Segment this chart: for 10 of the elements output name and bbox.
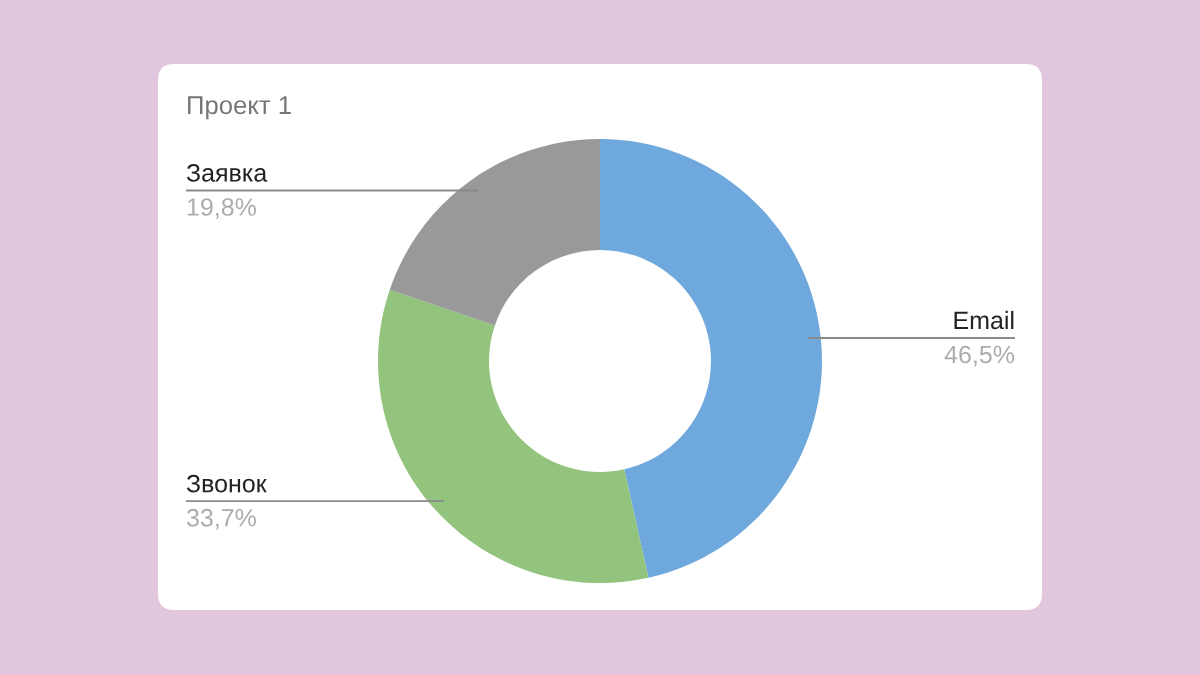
donut-slice (389, 139, 600, 326)
donut-slice (600, 139, 822, 578)
slice-label: Звонок (186, 474, 267, 493)
data-label: 19,8% (187, 198, 256, 219)
chart-title: Проект 1 (188, 96, 291, 120)
slice-label: Email (954, 310, 1014, 330)
donut-slice (378, 289, 649, 583)
data-label: 33,7% (186, 508, 256, 530)
slice-label: Заявка (186, 164, 268, 182)
data-label: 46,5% (944, 345, 1015, 367)
